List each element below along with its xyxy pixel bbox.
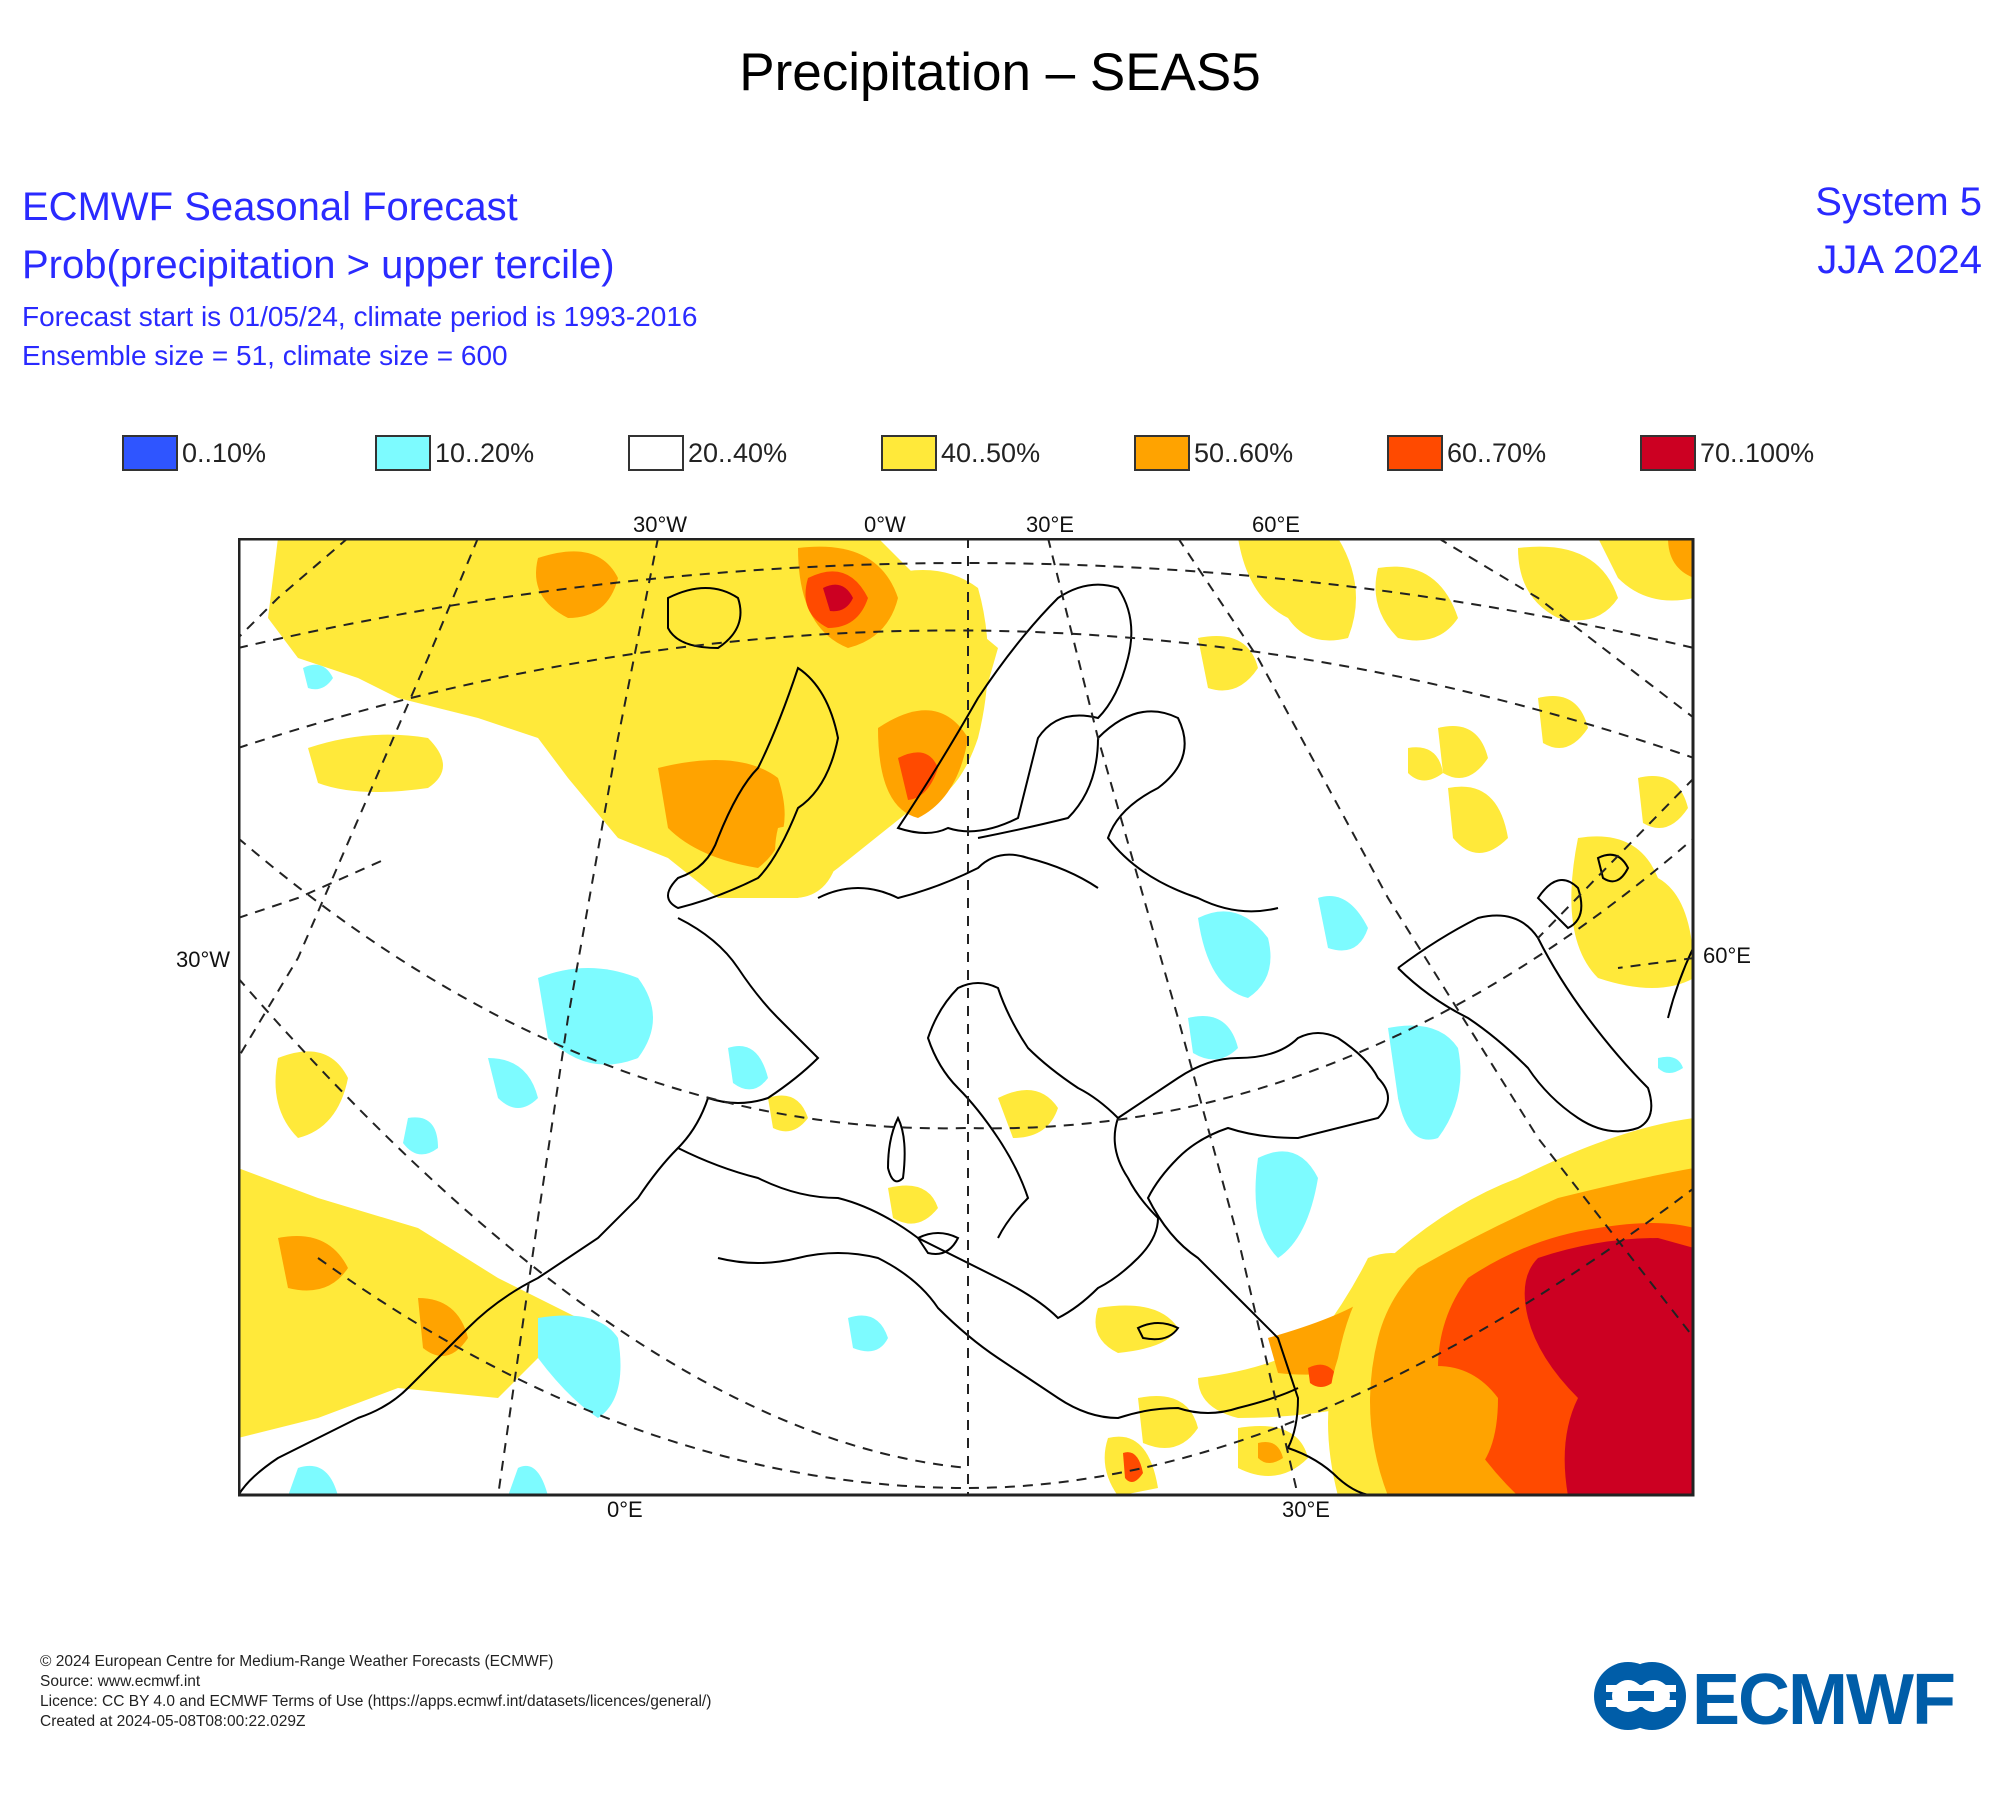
legend-swatch	[122, 435, 178, 471]
top-tick-0w: 0°W	[864, 512, 906, 538]
legend-item: 50..60%	[1134, 433, 1293, 473]
top-tick-30w: 30°W	[633, 512, 687, 538]
legend-item: 60..70%	[1387, 433, 1546, 473]
right-tick-60e: 60°E	[1703, 943, 1751, 969]
top-tick-60e: 60°E	[1252, 512, 1300, 538]
footer: © 2024 European Centre for Medium-Range …	[40, 1652, 711, 1732]
top-tick-30e: 30°E	[1026, 512, 1074, 538]
legend-item: 0..10%	[122, 433, 266, 473]
legend-label: 40..50%	[941, 438, 1040, 469]
footer-created: Created at 2024-05-08T08:00:22.029Z	[40, 1712, 711, 1732]
ecmwf-logo: ECMWF	[1592, 1660, 1972, 1732]
bottom-tick-0e: 0°E	[607, 1497, 643, 1523]
legend-swatch	[1640, 435, 1696, 471]
footer-source: Source: www.ecmwf.int	[40, 1672, 711, 1692]
legend-item: 70..100%	[1640, 433, 1814, 473]
ecmwf-logo-icon	[1594, 1662, 1686, 1730]
legend-label: 20..40%	[688, 438, 787, 469]
legend-label: 50..60%	[1194, 438, 1293, 469]
footer-licence: Licence: CC BY 4.0 and ECMWF Terms of Us…	[40, 1692, 711, 1712]
legend: 0..10% 10..20% 20..40% 40..50% 50..60% 6…	[0, 433, 2000, 483]
footer-copyright: © 2024 European Centre for Medium-Range …	[40, 1652, 711, 1672]
forecast-map	[238, 538, 1698, 1500]
ensemble-info: Ensemble size = 51, climate size = 600	[22, 340, 508, 372]
legend-item: 40..50%	[881, 433, 1040, 473]
forecast-variable: Prob(precipitation > upper tercile)	[22, 243, 615, 288]
legend-swatch	[881, 435, 937, 471]
system-label: System 5	[1815, 180, 1982, 225]
left-tick-30w: 30°W	[176, 947, 230, 973]
season-label: JJA 2024	[1817, 238, 1982, 283]
legend-swatch	[375, 435, 431, 471]
legend-swatch	[1134, 435, 1190, 471]
legend-item: 10..20%	[375, 433, 534, 473]
bottom-tick-30e: 30°E	[1282, 1497, 1330, 1523]
legend-swatch	[628, 435, 684, 471]
legend-label: 0..10%	[182, 438, 266, 469]
legend-label: 70..100%	[1700, 438, 1814, 469]
forecast-start-info: Forecast start is 01/05/24, climate peri…	[22, 301, 697, 333]
legend-label: 10..20%	[435, 438, 534, 469]
legend-item: 20..40%	[628, 433, 787, 473]
ecmwf-logo-text: ECMWF	[1692, 1660, 1954, 1732]
legend-label: 60..70%	[1447, 438, 1546, 469]
forecast-heading: ECMWF Seasonal Forecast	[22, 185, 518, 230]
page-title: Precipitation – SEAS5	[0, 42, 2000, 103]
legend-swatch	[1387, 435, 1443, 471]
